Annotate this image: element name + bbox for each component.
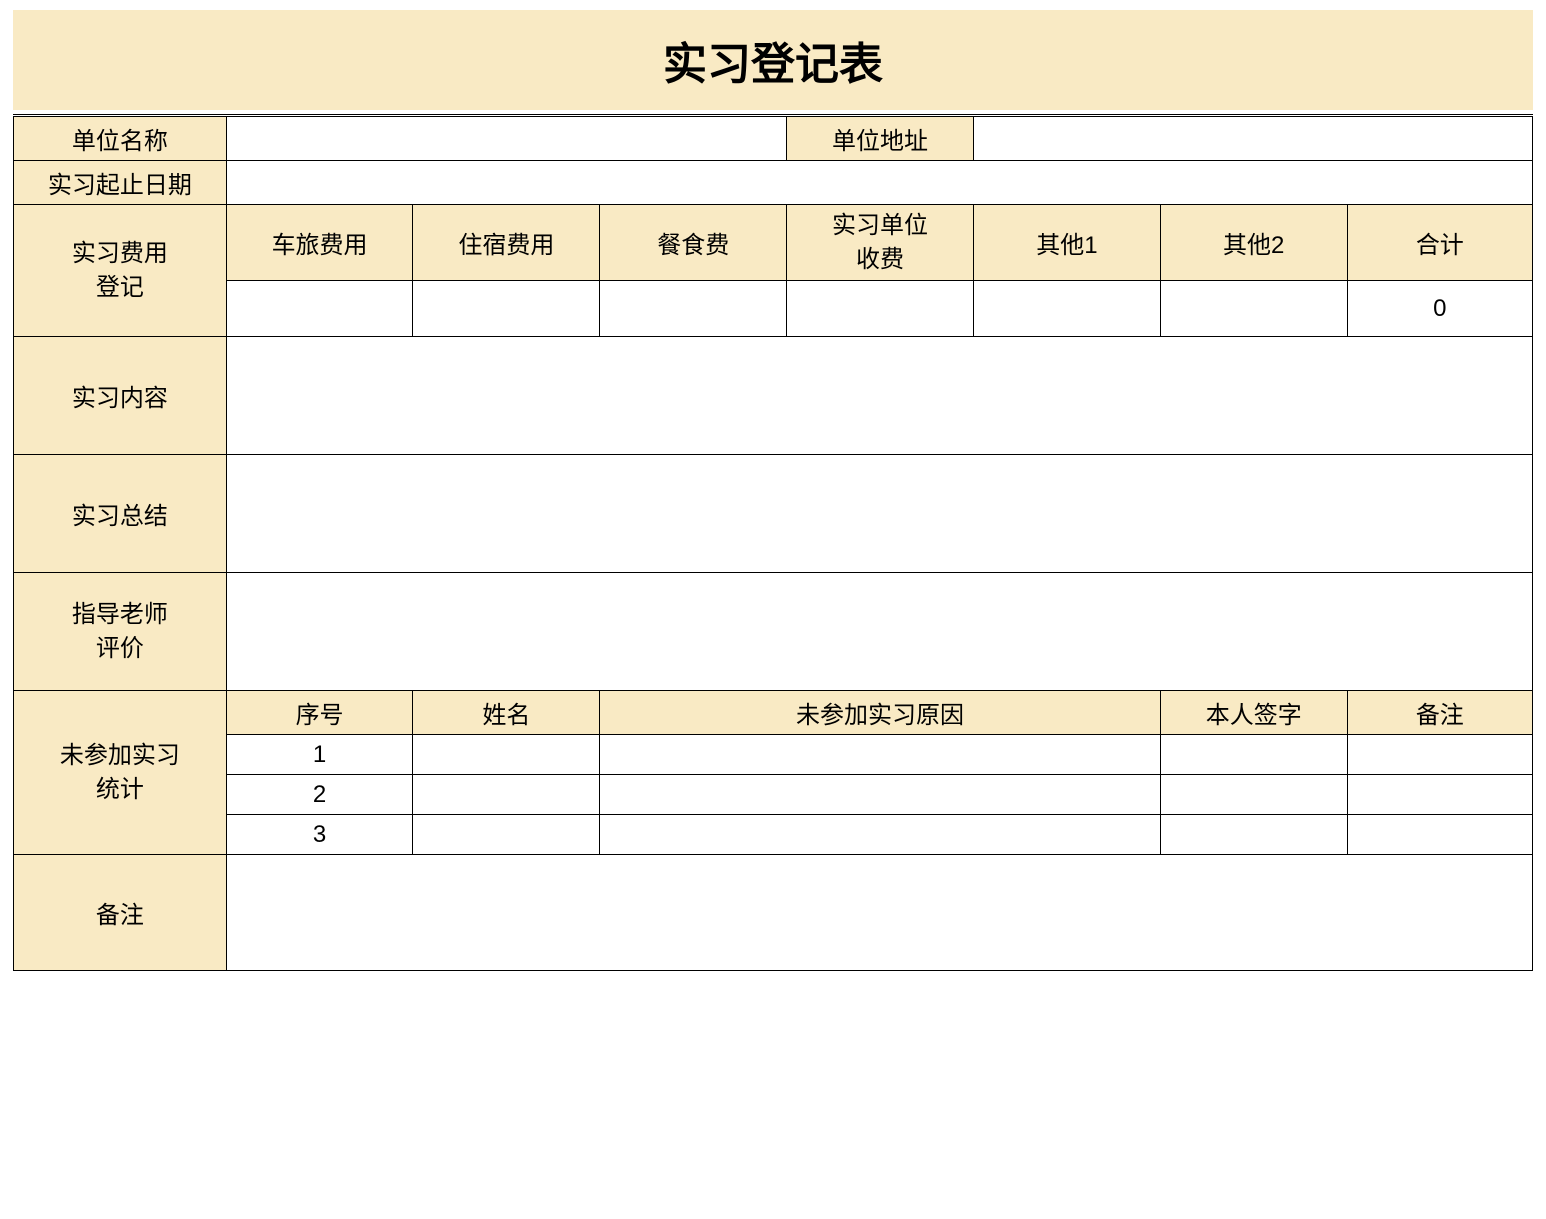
label-teacher-eval-l1: 指导老师 — [72, 601, 168, 628]
registration-table: 单位名称 单位地址 实习起止日期 实习费用 登记 车旅费用 住宿费用 餐食费 实… — [13, 114, 1533, 971]
fee-value-lodging — [413, 281, 600, 337]
absent-name — [413, 735, 600, 775]
absent-header-remark: 备注 — [1347, 691, 1532, 735]
row-content: 实习内容 — [14, 337, 1533, 455]
fee-value-other1 — [973, 281, 1160, 337]
absent-row: 3 — [14, 815, 1533, 855]
absent-signature — [1160, 775, 1347, 815]
absent-header-seq: 序号 — [226, 691, 413, 735]
value-company-address — [973, 116, 1532, 161]
absent-row: 1 — [14, 735, 1533, 775]
fee-header-travel: 车旅费用 — [226, 205, 413, 281]
absent-signature — [1160, 815, 1347, 855]
label-company-address: 单位地址 — [787, 116, 974, 161]
absent-reason — [600, 775, 1160, 815]
fee-value-meals — [600, 281, 787, 337]
row-company: 单位名称 单位地址 — [14, 116, 1533, 161]
fee-header-other1: 其他1 — [973, 205, 1160, 281]
absent-seq: 2 — [226, 775, 413, 815]
fee-header-total: 合计 — [1347, 205, 1532, 281]
row-notes: 备注 — [14, 855, 1533, 971]
absent-remark — [1347, 815, 1532, 855]
value-content — [226, 337, 1532, 455]
label-teacher-eval-l2: 评价 — [96, 635, 144, 662]
value-summary — [226, 455, 1532, 573]
label-fee-register-l1: 实习费用 — [72, 240, 168, 267]
row-teacher-eval: 指导老师 评价 — [14, 573, 1533, 691]
fee-header-meals: 餐食费 — [600, 205, 787, 281]
label-content: 实习内容 — [14, 337, 227, 455]
value-teacher-eval — [226, 573, 1532, 691]
fee-header-unit-fee-l2: 收费 — [856, 246, 904, 273]
label-notes: 备注 — [14, 855, 227, 971]
absent-header-signature: 本人签字 — [1160, 691, 1347, 735]
label-absent-stats: 未参加实习 统计 — [14, 691, 227, 855]
absent-signature — [1160, 735, 1347, 775]
label-date-range: 实习起止日期 — [14, 161, 227, 205]
fee-header-other2: 其他2 — [1160, 205, 1347, 281]
label-absent-stats-l1: 未参加实习 — [60, 742, 180, 769]
label-summary: 实习总结 — [14, 455, 227, 573]
absent-row: 2 — [14, 775, 1533, 815]
absent-header-reason: 未参加实习原因 — [600, 691, 1160, 735]
absent-reason — [600, 735, 1160, 775]
absent-seq: 3 — [226, 815, 413, 855]
value-date-range — [226, 161, 1532, 205]
absent-remark — [1347, 735, 1532, 775]
fee-value-other2 — [1160, 281, 1347, 337]
value-notes — [226, 855, 1532, 971]
row-fee-values: 0 — [14, 281, 1533, 337]
absent-remark — [1347, 775, 1532, 815]
fee-value-total: 0 — [1347, 281, 1532, 337]
label-fee-register-l2: 登记 — [96, 274, 144, 301]
form-container: 实习登记表 单位名称 单位地址 实习起止日期 实习费用 — [13, 10, 1533, 971]
row-summary: 实习总结 — [14, 455, 1533, 573]
absent-name — [413, 775, 600, 815]
absent-reason — [600, 815, 1160, 855]
label-teacher-eval: 指导老师 评价 — [14, 573, 227, 691]
form-title: 实习登记表 — [13, 10, 1533, 110]
fee-header-lodging: 住宿费用 — [413, 205, 600, 281]
row-absent-header: 未参加实习 统计 序号 姓名 未参加实习原因 本人签字 备注 — [14, 691, 1533, 735]
absent-name — [413, 815, 600, 855]
fee-header-unit-fee: 实习单位 收费 — [787, 205, 974, 281]
row-fee-header: 实习费用 登记 车旅费用 住宿费用 餐食费 实习单位 收费 其他1 其他2 合计 — [14, 205, 1533, 281]
fee-value-unit-fee — [787, 281, 974, 337]
fee-value-travel — [226, 281, 413, 337]
row-date-range: 实习起止日期 — [14, 161, 1533, 205]
value-company-name — [226, 116, 786, 161]
absent-header-name: 姓名 — [413, 691, 600, 735]
label-company-name: 单位名称 — [14, 116, 227, 161]
label-absent-stats-l2: 统计 — [96, 776, 144, 803]
absent-seq: 1 — [226, 735, 413, 775]
fee-header-unit-fee-l1: 实习单位 — [832, 212, 928, 239]
label-fee-register: 实习费用 登记 — [14, 205, 227, 337]
